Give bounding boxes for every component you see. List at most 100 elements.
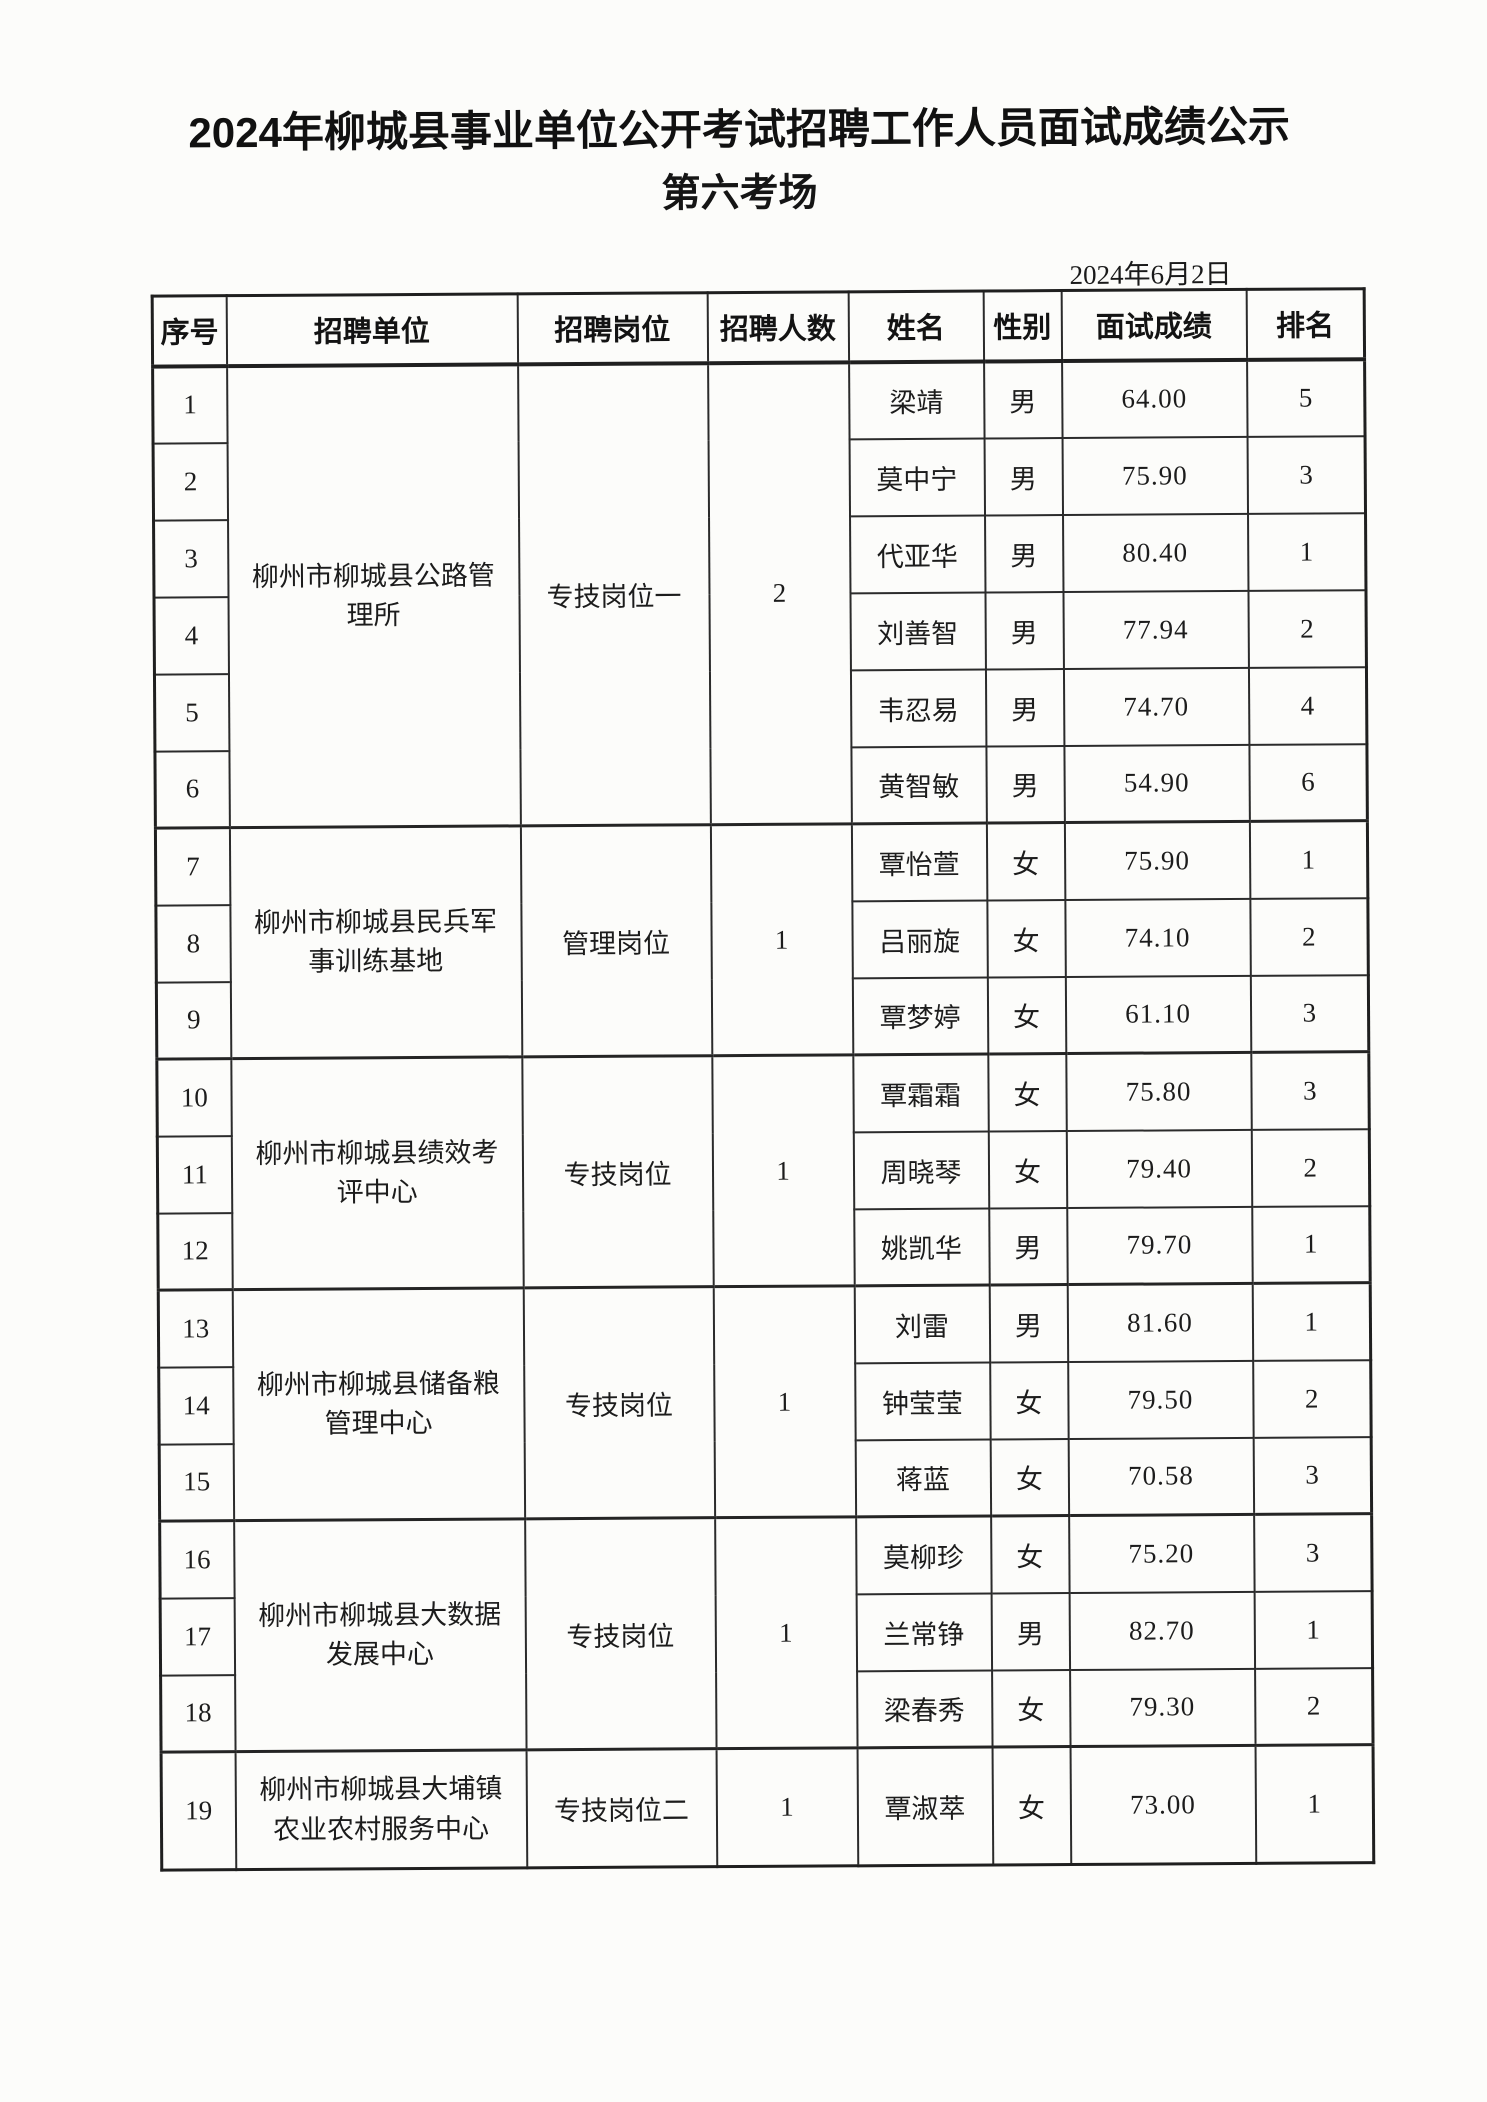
unit-cell: 柳州市柳城县公路管理所	[226, 363, 521, 828]
serial-cell: 16	[159, 1520, 235, 1599]
score-cell: 70.58	[1068, 1437, 1254, 1516]
serial-cell: 1	[152, 365, 228, 444]
gender-cell: 男	[984, 514, 1063, 593]
position-cell: 管理岗位	[520, 824, 712, 1057]
recruit-count-cell: 1	[714, 1516, 858, 1749]
score-cell: 75.90	[1062, 436, 1248, 515]
gender-cell: 男	[991, 1592, 1070, 1671]
name-cell: 刘善智	[849, 592, 986, 670]
score-cell: 64.00	[1061, 359, 1248, 438]
gender-cell: 男	[984, 591, 1064, 670]
score-cell: 54.90	[1063, 744, 1250, 823]
unit-cell: 柳州市柳城县储备粮管理中心	[232, 1287, 525, 1521]
recruit-count-cell: 1	[713, 1285, 856, 1518]
serial-cell: 2	[153, 442, 228, 521]
name-cell: 覃淑萃	[857, 1746, 993, 1866]
score-cell: 81.60	[1067, 1283, 1253, 1362]
rank-cell: 1	[1252, 1282, 1371, 1361]
name-cell: 蒋蓝	[855, 1439, 991, 1517]
rank-cell: 2	[1247, 589, 1367, 668]
rank-cell: 3	[1250, 974, 1369, 1053]
table-row: 7 柳州市柳城县民兵军事训练基地 管理岗位 1 覃怡萱 女 75.90 1	[155, 820, 1368, 1059]
name-cell: 吕丽旋	[851, 900, 988, 978]
rank-cell: 1	[1251, 1205, 1371, 1284]
recruit-count-cell: 1	[711, 1054, 855, 1287]
rank-cell: 2	[1251, 1128, 1370, 1207]
column-header-gender: 性别	[983, 290, 1062, 362]
name-cell: 覃梦婷	[852, 977, 988, 1055]
rank-cell: 1	[1254, 1590, 1373, 1669]
name-cell: 兰常铮	[856, 1593, 992, 1671]
score-cell: 77.94	[1062, 590, 1249, 669]
page-title: 2024年柳城县事业单位公开考试招聘工作人员面试成绩公示	[188, 102, 1291, 157]
table-header-row: 序号 招聘单位 招聘岗位 招聘人数 姓名 性别 面试成绩 排名	[152, 288, 1365, 367]
serial-cell: 4	[154, 596, 229, 675]
rank-cell: 1	[1255, 1744, 1374, 1864]
serial-cell: 8	[155, 904, 231, 983]
gender-cell: 女	[991, 1669, 1071, 1747]
unit-cell: 柳州市柳城县大埔镇农业农村服务中心	[235, 1749, 527, 1870]
name-cell: 代亚华	[849, 515, 985, 593]
score-cell: 79.30	[1069, 1668, 1256, 1747]
name-cell: 姚凯华	[853, 1208, 990, 1286]
rank-cell: 2	[1249, 897, 1369, 976]
rank-cell: 3	[1253, 1436, 1372, 1515]
serial-cell: 6	[154, 750, 230, 829]
serial-cell: 13	[158, 1289, 233, 1368]
rank-cell: 3	[1250, 1051, 1370, 1130]
column-header-unit: 招聘单位	[226, 293, 518, 366]
gender-cell: 女	[990, 1515, 1070, 1594]
recruit-count-cell: 1	[716, 1747, 858, 1867]
score-cell: 75.20	[1068, 1514, 1255, 1593]
serial-cell: 10	[156, 1058, 232, 1137]
recruit-count-cell: 2	[707, 361, 852, 825]
table-row: 16 柳州市柳城县大数据发展中心 专技岗位 1 莫柳珍 女 75.20 3	[159, 1513, 1373, 1752]
score-cell: 61.10	[1065, 975, 1251, 1054]
rank-cell: 5	[1246, 358, 1366, 437]
gender-cell: 男	[984, 437, 1063, 516]
name-cell: 覃怡萱	[851, 823, 987, 901]
position-cell: 专技岗位	[521, 1055, 714, 1288]
gender-cell: 女	[989, 1361, 1069, 1440]
name-cell: 周晓琴	[853, 1131, 989, 1209]
score-cell: 79.40	[1066, 1129, 1252, 1208]
serial-cell: 11	[157, 1135, 232, 1214]
serial-cell: 14	[158, 1366, 234, 1445]
gender-cell: 男	[989, 1284, 1068, 1363]
name-cell: 覃霜霜	[852, 1054, 989, 1132]
rank-cell: 2	[1254, 1667, 1374, 1746]
column-header-position: 招聘岗位	[517, 292, 708, 364]
score-cell: 74.70	[1063, 667, 1249, 746]
serial-cell: 5	[154, 673, 229, 752]
gender-cell: 男	[983, 360, 1063, 439]
table-row: 1 柳州市柳城县公路管理所 专技岗位一 2 梁靖 男 64.00 5	[152, 358, 1366, 828]
score-cell: 75.90	[1064, 821, 1250, 900]
score-cell: 73.00	[1070, 1745, 1256, 1865]
score-cell: 79.70	[1066, 1206, 1253, 1285]
score-cell: 79.50	[1067, 1360, 1254, 1439]
rank-cell: 3	[1247, 435, 1366, 514]
position-cell: 专技岗位二	[526, 1748, 717, 1868]
position-cell: 专技岗位	[524, 1517, 717, 1750]
table-row: 10 柳州市柳城县绩效考评中心 专技岗位 1 覃霜霜 女 75.80 3	[156, 1051, 1370, 1290]
recruit-count-cell: 1	[710, 823, 853, 1056]
score-cell: 75.80	[1065, 1052, 1252, 1131]
name-cell: 莫中宁	[849, 438, 985, 516]
column-header-rank: 排名	[1246, 288, 1365, 360]
name-cell: 梁春秀	[856, 1670, 993, 1748]
rank-cell: 1	[1249, 820, 1368, 899]
rank-cell: 1	[1247, 512, 1366, 591]
column-header-score: 面试成绩	[1061, 289, 1247, 361]
score-cell: 74.10	[1064, 898, 1251, 977]
name-cell: 莫柳珍	[855, 1516, 992, 1594]
unit-cell: 柳州市柳城县民兵军事训练基地	[229, 825, 522, 1059]
column-header-recruit-count: 招聘人数	[707, 291, 849, 363]
gender-cell: 女	[987, 1053, 1067, 1132]
position-cell: 专技岗位一	[517, 362, 711, 826]
interview-results-table: 序号 招聘单位 招聘岗位 招聘人数 姓名 性别 面试成绩 排名 1 柳州市柳城县…	[150, 287, 1376, 1872]
score-cell: 80.40	[1062, 513, 1248, 592]
gender-cell: 女	[988, 1130, 1067, 1209]
column-header-serial: 序号	[152, 295, 227, 367]
name-cell: 钟莹莹	[854, 1362, 991, 1440]
rank-cell: 3	[1253, 1513, 1373, 1592]
